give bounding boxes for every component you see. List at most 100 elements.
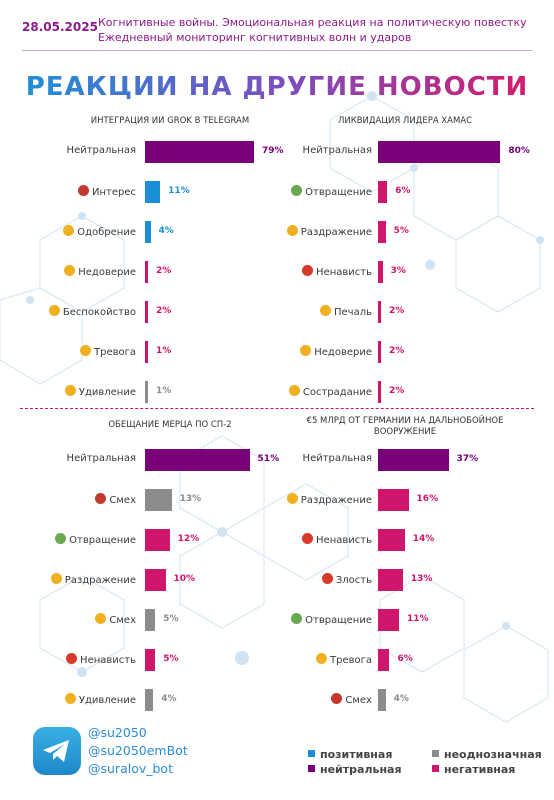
devil-laugh-icon — [95, 493, 107, 504]
category-label: Раздражение — [242, 489, 372, 511]
handle-link[interactable]: @su2050 — [88, 725, 147, 740]
data-label: 37% — [456, 454, 479, 464]
bar — [145, 141, 255, 163]
category-text: Печаль — [334, 307, 372, 318]
bar — [378, 689, 386, 711]
data-label: 13% — [410, 574, 433, 584]
category-label: Раздражение — [6, 569, 136, 591]
compassion-face-icon — [288, 385, 300, 396]
data-label: 2% — [156, 306, 172, 316]
legend-negative: негативная — [432, 763, 515, 776]
section-divider — [20, 408, 534, 409]
nauseated-face-icon — [291, 613, 303, 624]
bar — [378, 221, 386, 243]
worried-face-icon — [48, 305, 60, 316]
header-subtitle: Ежедневный мониторинг когнитивных волн и… — [98, 31, 412, 44]
category-label: Удивление — [6, 381, 136, 403]
data-label: 16% — [416, 494, 439, 504]
data-label: 4% — [161, 694, 177, 704]
exclamation-question-icon — [78, 185, 89, 196]
bar — [145, 529, 170, 551]
panel-title: ИНТЕГРАЦИЯ ИИ GROK В TELEGRAM — [90, 116, 250, 126]
data-label: 10% — [173, 574, 196, 584]
data-label: 2% — [389, 386, 405, 396]
rage-face-icon — [302, 533, 314, 544]
bar — [145, 221, 151, 243]
category-label: Одобрение — [6, 221, 136, 243]
data-label: 14% — [412, 534, 435, 544]
category-text: Ненависть — [316, 267, 372, 278]
bar — [378, 609, 399, 631]
handle-link[interactable]: @su2050emBot — [88, 743, 188, 758]
category-label: Нейтральная — [242, 449, 372, 471]
bar — [378, 449, 449, 471]
category-label: Смех — [6, 609, 136, 631]
bar — [378, 529, 405, 551]
bar — [145, 261, 148, 283]
data-label: 51% — [257, 454, 280, 464]
category-text: Недоверие — [314, 347, 372, 358]
bar — [145, 449, 250, 471]
devil-laugh-icon — [331, 693, 343, 704]
category-text: Отвращение — [305, 187, 372, 198]
category-text: Ненависть — [316, 535, 372, 546]
nauseated-face-icon — [55, 533, 67, 544]
category-text: Отвращение — [69, 535, 136, 546]
header: 28.05.2025 Когнитивные войны. Эмоциональ… — [0, 0, 554, 51]
bar — [378, 141, 501, 163]
category-label: Отвращение — [6, 529, 136, 551]
data-label: 4% — [393, 694, 409, 704]
category-label: Недоверие — [242, 341, 372, 363]
telegram-logo-icon — [33, 727, 81, 775]
data-label: 5% — [163, 654, 179, 664]
category-label: Сострадание — [242, 381, 372, 403]
category-text: Тревога — [93, 347, 136, 358]
data-label: 2% — [156, 266, 172, 276]
laughing-face-icon — [95, 613, 107, 624]
data-label: 11% — [168, 186, 190, 196]
category-label: Интерес — [6, 181, 136, 203]
category-label: Нейтральная — [6, 141, 136, 163]
category-text: Смех — [109, 495, 136, 506]
annoyed-face-icon — [50, 573, 62, 584]
legend-swatch — [308, 765, 315, 772]
category-text: Нейтральная — [302, 453, 372, 464]
legend-ambiguous: неоднозначная — [432, 748, 542, 761]
category-label: Нейтральная — [242, 141, 372, 163]
category-label: Злость — [242, 569, 372, 591]
bar — [145, 609, 156, 631]
category-text: Раздражение — [300, 495, 372, 506]
bar — [378, 381, 382, 403]
category-text: Одобрение — [77, 227, 136, 238]
handle-link[interactable]: @suralov_bot — [88, 761, 173, 776]
data-label: 79% — [262, 146, 284, 156]
bar — [378, 569, 403, 591]
category-label: Отвращение — [242, 181, 372, 203]
category-label: Ненависть — [242, 261, 372, 283]
legend-positive: позитивная — [308, 748, 392, 761]
category-label: Отвращение — [242, 609, 372, 631]
panel-title: €5 МЛРД ОТ ГЕРМАНИИ НА ДАЛЬНОБОЙНОЕ ВООР… — [306, 416, 504, 437]
bar — [145, 381, 148, 403]
data-label: 12% — [177, 534, 200, 544]
annoyed-face-icon — [286, 225, 298, 236]
data-label: 1% — [156, 346, 172, 356]
anxious-face-icon — [79, 345, 91, 356]
category-text: Отвращение — [305, 615, 372, 626]
panel-title: ЛИКВИДАЦИЯ ЛИДЕРА ХАМАС — [337, 116, 473, 126]
header-title: Когнитивные войны. Эмоциональная реакция… — [98, 16, 527, 29]
category-label: Нейтральная — [6, 449, 136, 471]
category-text: Удивление — [78, 387, 136, 398]
handshake-icon — [63, 225, 75, 236]
category-label: Беспокойство — [6, 301, 136, 323]
bar — [145, 341, 148, 363]
report-date: 28.05.2025 — [22, 20, 98, 34]
data-label: 80% — [508, 146, 530, 156]
category-text: Раздражение — [300, 227, 372, 238]
nauseated-face-icon — [291, 185, 303, 196]
data-label: 6% — [397, 654, 413, 664]
annoyed-face-icon — [286, 493, 298, 504]
data-label: 1% — [156, 386, 172, 396]
category-text: Раздражение — [64, 575, 136, 586]
